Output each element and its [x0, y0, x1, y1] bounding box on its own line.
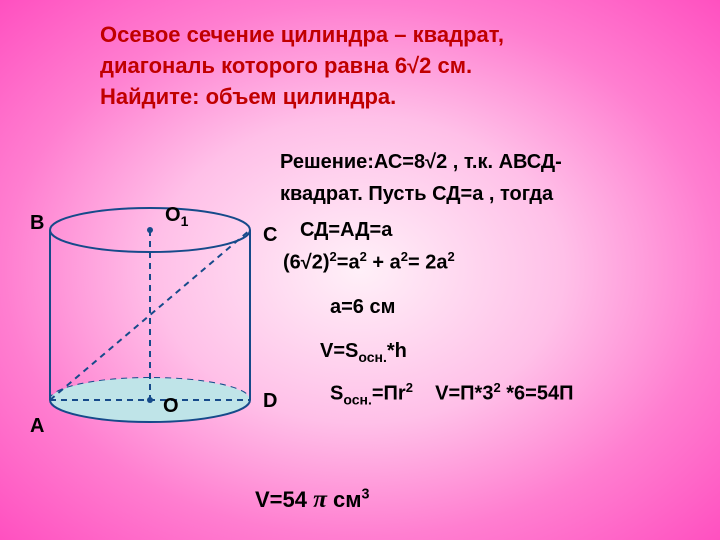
sol-s-and-v: Sосн.=Пr2 V=П*32 *6=54П	[330, 378, 700, 411]
sol-v-formula: V=Sосн.*h	[320, 336, 700, 368]
center-bottom-dot	[147, 397, 153, 403]
label-o: О	[163, 395, 179, 418]
sol-line-1: Решение:АС=8√2 , т.к. АВСД-	[280, 147, 700, 177]
sol-line-2: квадрат. Пусть СД=а , тогда	[280, 179, 700, 209]
solution-block: Решение:АС=8√2 , т.к. АВСД- квадрат. Пус…	[280, 145, 700, 410]
cylinder-diagram: В С А D О О1	[25, 200, 275, 460]
title-line-1: Осевое сечение цилиндра – квадрат,	[100, 22, 504, 47]
label-b: В	[30, 212, 44, 235]
label-a: А	[30, 415, 44, 438]
label-d: D	[263, 390, 277, 413]
center-top-dot	[147, 227, 153, 233]
label-c: С	[263, 224, 277, 247]
sol-a-value: а=6 см	[330, 292, 700, 322]
cylinder-svg	[25, 200, 275, 460]
title-line-3: Найдите: объем цилиндра.	[100, 84, 396, 109]
final-answer: V=54 π см3	[255, 485, 370, 514]
sol-line-3: СД=АД=а	[300, 215, 700, 245]
problem-statement: Осевое сечение цилиндра – квадрат, диаго…	[100, 20, 660, 112]
label-o1: О1	[165, 204, 188, 229]
title-line-2: диагональ которого равна 6√2 см.	[100, 53, 472, 78]
sol-equation: (6√2)2=а2 + а2= 2а2	[283, 247, 700, 278]
